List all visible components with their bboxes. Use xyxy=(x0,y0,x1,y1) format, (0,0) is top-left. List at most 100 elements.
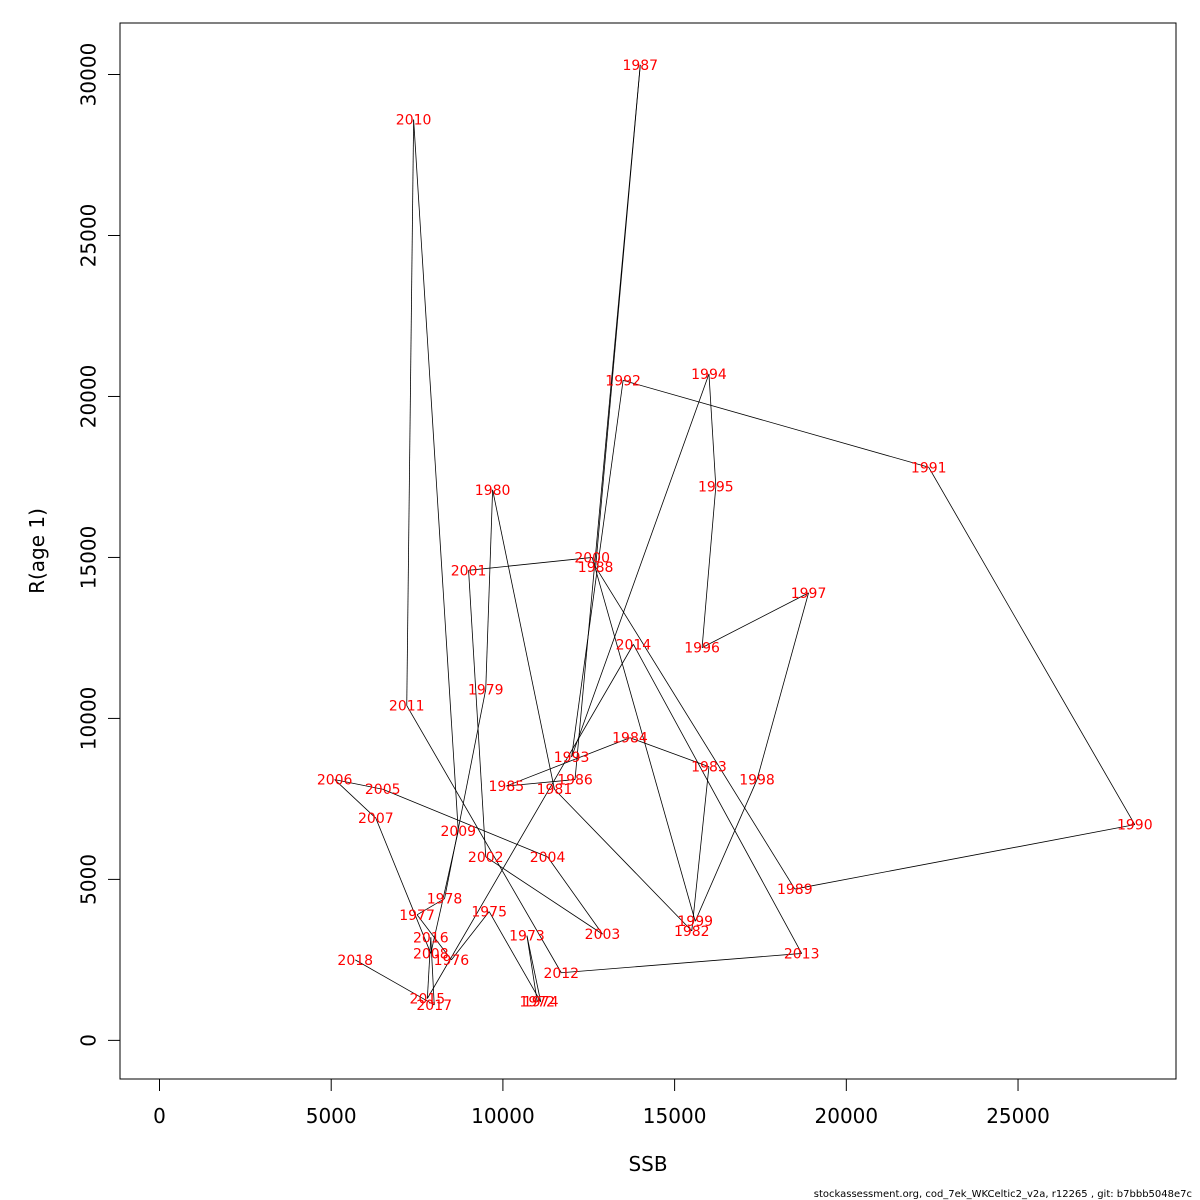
point-label-1979: 1979 xyxy=(468,682,504,698)
x-tick-label-5000: 5000 xyxy=(306,1104,357,1128)
segment-1994-1995 xyxy=(708,373,717,487)
point-label-1973: 1973 xyxy=(509,929,545,945)
point-label-1976: 1976 xyxy=(434,953,470,969)
segment-1995-1996 xyxy=(701,486,717,648)
y-tick-label-15000: 15000 xyxy=(77,526,101,590)
segment-2013-2014 xyxy=(633,644,803,954)
point-label-1989: 1989 xyxy=(777,882,813,898)
segment-1983-1984 xyxy=(629,737,710,768)
point-label-1997: 1997 xyxy=(791,586,827,602)
point-label-1981: 1981 xyxy=(537,782,573,798)
segment-2016-2017 xyxy=(430,937,435,1005)
segment-1985-1986 xyxy=(506,779,576,787)
point-label-1999: 1999 xyxy=(677,914,713,930)
x-axis-title: SSB xyxy=(628,1152,667,1176)
y-tick-label-20000: 20000 xyxy=(77,365,101,429)
point-label-2011: 2011 xyxy=(389,699,425,715)
point-label-2007: 2007 xyxy=(358,811,394,827)
segment-2005-2006 xyxy=(334,779,383,790)
segment-1980-1981 xyxy=(492,489,555,790)
point-label-1994: 1994 xyxy=(691,367,727,383)
point-label-2005: 2005 xyxy=(365,782,401,798)
point-label-2000: 2000 xyxy=(574,550,610,566)
point-label-1983: 1983 xyxy=(691,760,727,776)
point-label-1990: 1990 xyxy=(1117,818,1153,834)
x-axis: 0 5000 10000 15000 20000 25000 xyxy=(153,1078,1050,1128)
segment-1974-1975 xyxy=(488,911,542,1002)
point-label-1974: 1974 xyxy=(523,995,559,1011)
point-label-1972: 1972 xyxy=(519,995,555,1011)
segment-2007-2008 xyxy=(375,818,432,954)
segment-1982-1983 xyxy=(691,766,710,931)
segment-2014-2015 xyxy=(427,644,634,999)
point-label-2006: 2006 xyxy=(317,773,353,789)
point-label-2014: 2014 xyxy=(616,637,652,653)
point-label-2013: 2013 xyxy=(784,946,820,962)
x-tick-label-25000: 25000 xyxy=(986,1104,1050,1128)
segment-1981-1982 xyxy=(554,788,693,932)
segment-1997-1998 xyxy=(756,592,809,780)
segment-2006-2007 xyxy=(334,779,377,819)
point-label-2016: 2016 xyxy=(413,930,449,946)
segment-2015-2016 xyxy=(426,937,432,999)
point-label-1978: 1978 xyxy=(427,892,463,908)
point-label-2015: 2015 xyxy=(410,992,446,1008)
segment-2001-2002 xyxy=(468,570,487,857)
plot-frame xyxy=(119,22,1177,1080)
segment-1999-2000 xyxy=(591,557,696,922)
segment-1987-1988 xyxy=(595,64,641,568)
point-label-1998: 1998 xyxy=(739,773,775,789)
segment-2017-2018 xyxy=(355,959,435,1006)
point-label-2002: 2002 xyxy=(468,850,504,866)
point-label-1985: 1985 xyxy=(489,779,525,795)
segment-1996-1997 xyxy=(701,592,809,648)
point-label-2008: 2008 xyxy=(413,946,449,962)
point-label-2003: 2003 xyxy=(585,927,621,943)
point-label-1995: 1995 xyxy=(698,480,734,496)
point-label-1977: 1977 xyxy=(399,908,435,924)
point-label-2009: 2009 xyxy=(440,824,476,840)
point-label-1996: 1996 xyxy=(684,641,720,657)
point-label-2017: 2017 xyxy=(416,998,452,1014)
point-label-1987: 1987 xyxy=(622,58,658,74)
point-label-2018: 2018 xyxy=(337,953,373,969)
point-label-1975: 1975 xyxy=(471,905,507,921)
segment-1975-1976 xyxy=(451,911,490,961)
point-label-1993: 1993 xyxy=(554,750,590,766)
segment-1984-1985 xyxy=(506,737,631,787)
point-label-2004: 2004 xyxy=(530,850,566,866)
point-label-2001: 2001 xyxy=(451,563,487,579)
point-label-1986: 1986 xyxy=(557,773,593,789)
segment-2000-2001 xyxy=(468,557,593,571)
y-tick-label-10000: 10000 xyxy=(77,687,101,751)
point-label-2010: 2010 xyxy=(396,113,432,129)
segment-2008-2009 xyxy=(430,831,459,954)
segment-2009-2010 xyxy=(413,119,459,832)
connector-lines xyxy=(334,64,1136,1006)
point-label-1982: 1982 xyxy=(674,924,710,940)
segment-1972-1973 xyxy=(526,935,538,1002)
footer-caption: stockassessment.org, cod_7ek_WKCeltic2_v… xyxy=(813,1189,1192,1200)
point-label-2012: 2012 xyxy=(543,966,579,982)
y-axis-title: R(age 1) xyxy=(25,508,49,594)
segment-1988-1989 xyxy=(595,566,796,890)
y-tick-label-0: 0 xyxy=(77,1034,101,1047)
segment-2010-2011 xyxy=(406,119,415,706)
segment-1990-1991 xyxy=(928,467,1136,825)
y-tick-label-5000: 5000 xyxy=(77,854,101,905)
segment-1989-1990 xyxy=(794,824,1135,890)
segment-1991-1992 xyxy=(622,379,929,468)
segment-1977-1978 xyxy=(416,898,445,916)
x-tick-label-15000: 15000 xyxy=(643,1104,707,1128)
x-tick-label-20000: 20000 xyxy=(815,1104,879,1128)
segment-2011-2012 xyxy=(406,705,562,973)
segment-2004-2005 xyxy=(382,788,548,858)
point-label-1980: 1980 xyxy=(475,483,511,499)
segment-2003-2004 xyxy=(547,856,603,935)
point-label-1988: 1988 xyxy=(578,560,614,576)
segment-2012-2013 xyxy=(561,953,802,974)
x-tick-label-10000: 10000 xyxy=(471,1104,535,1128)
segment-1993-1994 xyxy=(571,373,710,758)
